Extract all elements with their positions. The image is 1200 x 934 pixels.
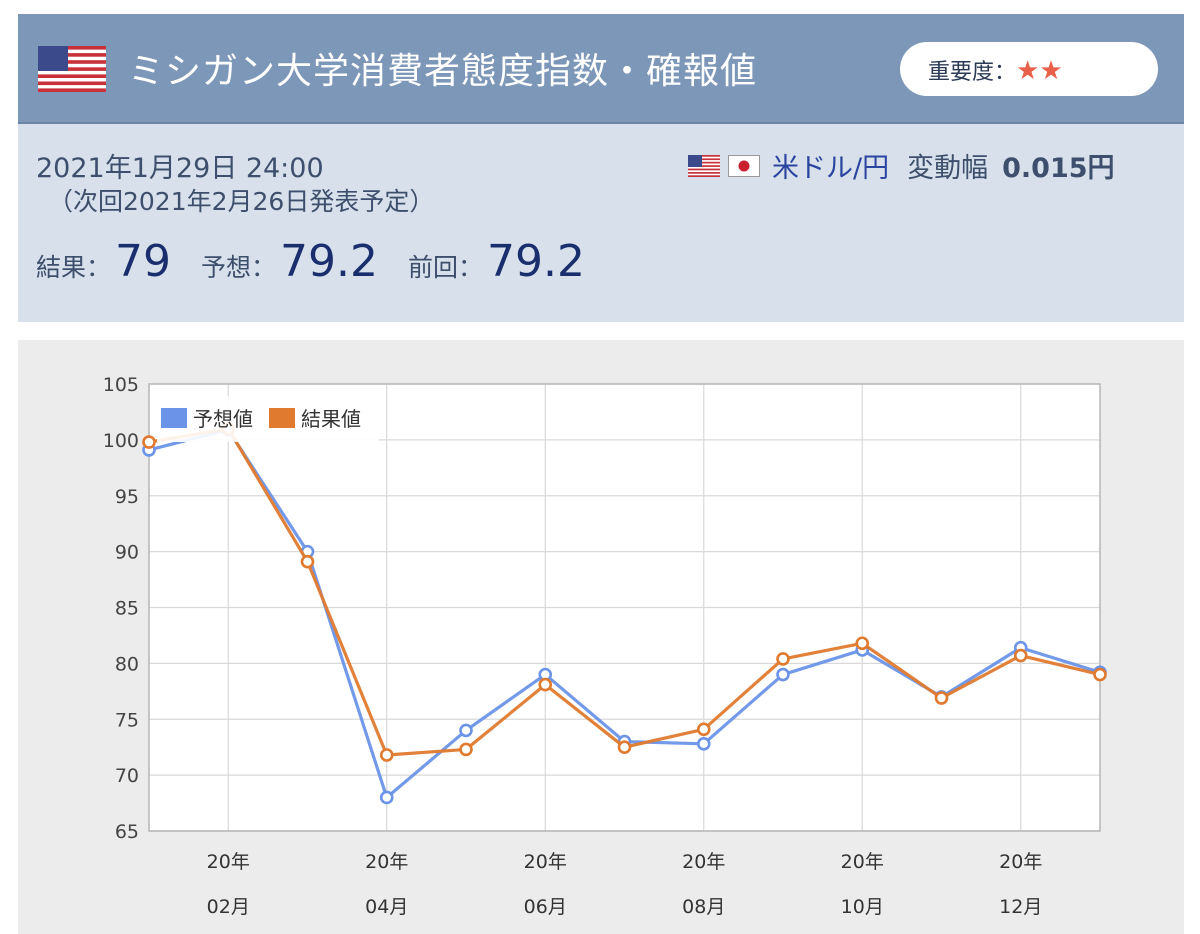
x-tick-label-month: 02月 — [207, 896, 250, 918]
previous-value: 79.2 — [487, 236, 585, 287]
y-tick-label: 75 — [115, 709, 139, 731]
data-point-result — [1093, 667, 1107, 682]
legend-swatch-result — [269, 408, 295, 428]
data-point-forecast — [459, 723, 473, 738]
result-value: 79 — [115, 236, 172, 287]
x-tick-label-year: 20年 — [524, 851, 567, 873]
range-value: 0.015円 — [1002, 153, 1115, 184]
currency-pair-link[interactable]: 米ドル/円 — [772, 153, 890, 184]
data-point-forecast — [776, 667, 790, 682]
importance-badge: 重要度：★★ — [900, 42, 1158, 96]
data-point-result — [538, 677, 553, 692]
y-tick-label: 70 — [115, 765, 139, 787]
data-point-result — [459, 742, 473, 757]
previous-label: 前回： — [408, 253, 484, 282]
data-point-result — [855, 636, 870, 651]
legend-box — [157, 396, 379, 442]
data-point-result — [696, 722, 711, 737]
line-chart: 65 70 75 80 85 90 95 100 105 20年 02月 20年 04月 20年 06月 20… — [103, 374, 1107, 918]
x-tick-label-year: 20年 — [365, 851, 408, 873]
data-point-result — [1013, 648, 1028, 663]
x-tick-label-year: 20年 — [999, 851, 1042, 873]
indicator-header: ミシガン大学消費者態度指数・確報値 重要度：★★ — [18, 14, 1184, 124]
x-tick-label-year: 20年 — [841, 851, 884, 873]
release-info-panel: 2021年1月29日 24:00 （次回2021年2月26日発表予定） 米ドル/… — [18, 124, 1184, 322]
range-label: 変動幅 — [907, 153, 989, 184]
page-title: ミシガン大学消費者態度指数・確報値 — [128, 51, 758, 92]
data-point-result — [379, 748, 394, 762]
x-tick-label-year: 20年 — [207, 851, 250, 873]
currency-pair: 米ドル/円 変動幅 0.015円 — [688, 146, 1115, 185]
data-point-forecast — [696, 737, 711, 751]
legend-label-forecast: 予想値 — [193, 407, 253, 431]
y-tick-label: 80 — [115, 653, 139, 675]
x-tick-label-month: 06月 — [524, 896, 567, 918]
data-point-result — [300, 554, 315, 569]
release-datetime: 2021年1月29日 24:00 — [36, 153, 324, 184]
x-tick-label-year: 20年 — [682, 851, 725, 873]
us-flag-icon — [688, 154, 720, 177]
japan-flag-icon — [728, 154, 760, 177]
result-label: 結果： — [36, 253, 112, 282]
y-tick-label: 90 — [115, 542, 139, 564]
importance-label: 重要度： — [928, 60, 1017, 85]
x-tick-label-month: 08月 — [682, 896, 725, 918]
y-tick-label: 105 — [103, 374, 139, 396]
x-tick-label-month: 10月 — [841, 896, 884, 918]
us-flag-icon — [38, 46, 106, 92]
y-tick-label: 95 — [115, 486, 139, 508]
data-point-forecast — [379, 790, 394, 805]
forecast-label: 予想： — [201, 253, 277, 282]
data-point-result — [617, 740, 632, 754]
plot-frame — [148, 383, 1101, 832]
x-tick-label-month: 04月 — [365, 896, 408, 918]
next-release-text: （次回2021年2月26日発表予定） — [48, 187, 435, 216]
data-point-result — [776, 652, 790, 666]
legend-label-result: 結果値 — [301, 407, 361, 431]
y-tick-label: 85 — [115, 598, 139, 620]
values-row: 結果： 79 予想： 79.2 前回： 79.2 — [36, 236, 615, 287]
x-tick-label-month: 12月 — [999, 896, 1042, 918]
data-point-result — [934, 691, 949, 705]
importance-stars-icon: ★★ — [1016, 56, 1063, 86]
y-tick-label: 65 — [115, 821, 139, 843]
chart-panel: 65 70 75 80 85 90 95 100 105 20年 02月 20年 04月 20年 06月 20… — [18, 340, 1184, 934]
legend-swatch-forecast — [161, 408, 187, 428]
forecast-value: 79.2 — [280, 236, 378, 287]
y-tick-label: 100 — [103, 430, 139, 452]
data-point-result — [142, 435, 156, 449]
